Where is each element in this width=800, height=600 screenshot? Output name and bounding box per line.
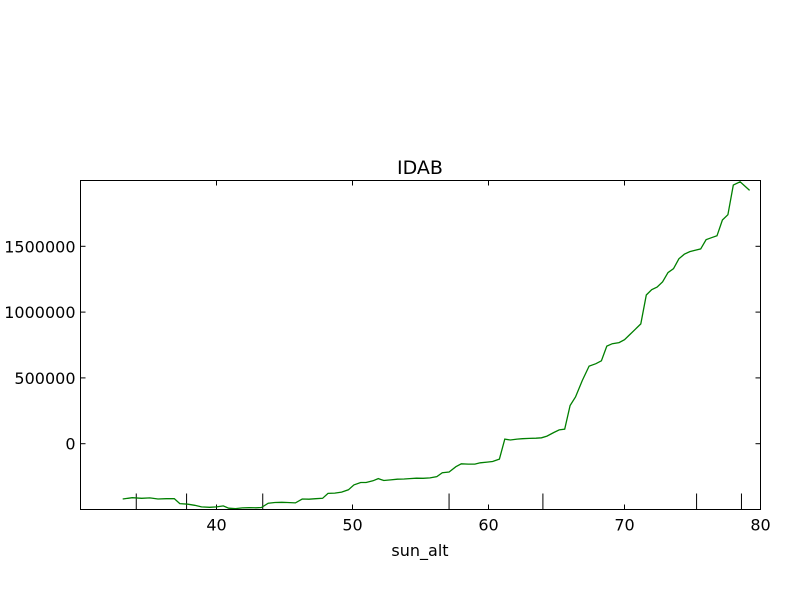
plot-marks: 40 50 60 70 80 0 500000 1000000 1500000 bbox=[4, 180, 771, 535]
x-axis-label: sun_alt bbox=[391, 541, 448, 561]
x-tick-label: 60 bbox=[478, 516, 498, 535]
y-tick-label: 1000000 bbox=[4, 303, 75, 322]
y-tick-label: 0 bbox=[65, 435, 75, 454]
series-line bbox=[122, 181, 751, 510]
chart-title: IDAB bbox=[397, 157, 443, 179]
plot-frame bbox=[80, 180, 761, 510]
y-tick-label: 1500000 bbox=[4, 237, 75, 256]
x-tick-label: 80 bbox=[750, 516, 770, 535]
x-tick-label: 70 bbox=[614, 516, 634, 535]
x-tick-label: 50 bbox=[342, 516, 362, 535]
y-tick-label: 500000 bbox=[14, 369, 75, 388]
x-tick-label: 40 bbox=[206, 516, 226, 535]
